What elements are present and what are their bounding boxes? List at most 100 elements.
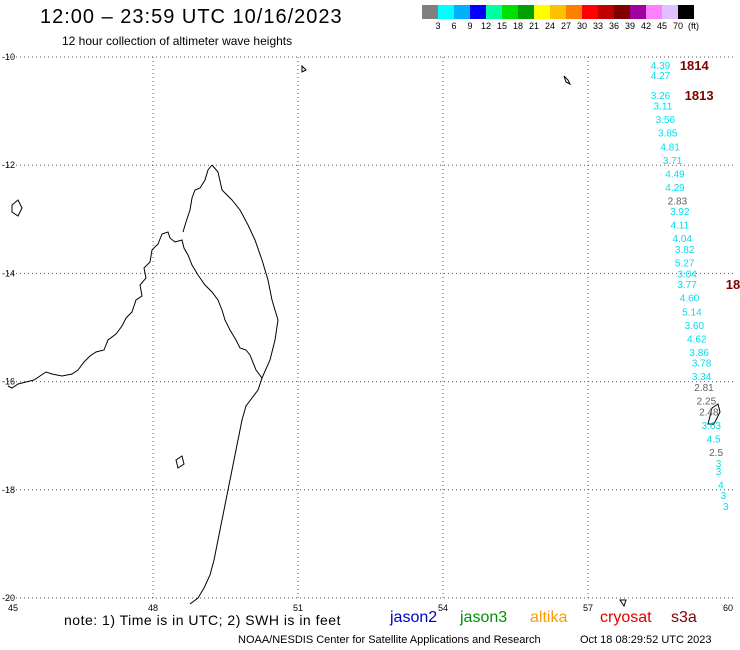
longitude-tick-label: 45 bbox=[8, 603, 18, 613]
wave-height-label: 4.39 bbox=[651, 61, 671, 72]
wave-height-label: 4.04 bbox=[673, 234, 693, 245]
longitude-tick-label: 48 bbox=[148, 603, 158, 613]
color-legend-label: 42 bbox=[640, 21, 651, 31]
wave-height-label: 3.11 bbox=[654, 102, 673, 113]
wave-height-label: 3.63 bbox=[702, 421, 722, 432]
satellite-legend-item: cryosat bbox=[600, 609, 652, 626]
wave-height-label: 3.71 bbox=[663, 156, 683, 167]
color-legend-label: 70 bbox=[672, 21, 683, 31]
color-legend-label: 21 bbox=[528, 21, 539, 31]
latitude-tick-label: -12 bbox=[2, 160, 15, 170]
wave-height-label: 3.34 bbox=[692, 372, 712, 383]
longitude-tick-label: 51 bbox=[293, 603, 303, 613]
small-island-5 bbox=[619, 599, 627, 608]
wave-height-label: 4.29 bbox=[665, 183, 685, 194]
graticule bbox=[8, 56, 733, 599]
wave-height-label: 3 bbox=[716, 467, 722, 478]
color-swatch bbox=[502, 5, 518, 19]
wave-height-label: 2.48 bbox=[699, 407, 719, 418]
satellite-legend-item: s3a bbox=[671, 609, 697, 626]
color-swatch bbox=[662, 5, 678, 19]
wave-height-label: 3.56 bbox=[656, 115, 676, 126]
color-legend-label: 45 bbox=[656, 21, 667, 31]
color-legend-label: 12 bbox=[480, 21, 491, 31]
color-swatch bbox=[598, 5, 614, 19]
latitude-tick-label: -16 bbox=[2, 377, 15, 387]
map-title: 12:00 – 23:59 UTC 10/16/2023 bbox=[40, 6, 343, 28]
wave-height-label: 2.5 bbox=[709, 448, 723, 459]
wave-height-label: 4.60 bbox=[680, 294, 700, 305]
color-legend bbox=[422, 5, 694, 19]
color-legend-unit: (ft) bbox=[688, 21, 699, 31]
wave-height-label: 3 bbox=[716, 459, 722, 470]
madagascar-east-coast bbox=[189, 377, 263, 605]
color-swatch bbox=[470, 5, 486, 19]
wave-height-label: 2.25 bbox=[697, 397, 717, 408]
color-legend-label: 15 bbox=[496, 21, 507, 31]
satellite-legend-item: altika bbox=[530, 609, 568, 626]
color-legend-label: 18 bbox=[512, 21, 523, 31]
wave-height-label: 3.26 bbox=[651, 91, 671, 102]
color-legend-label: 3 bbox=[435, 21, 441, 31]
color-legend-label: 6 bbox=[451, 21, 457, 31]
wave-height-label: 4.11 bbox=[670, 221, 689, 232]
longitude-tick-label: 57 bbox=[583, 603, 593, 613]
wave-height-label: 4.5 bbox=[707, 434, 721, 445]
color-swatch bbox=[550, 5, 566, 19]
color-swatch bbox=[646, 5, 662, 19]
wave-height-label: 2.81 bbox=[694, 383, 714, 394]
color-legend-label: 33 bbox=[592, 21, 603, 31]
madagascar-north-tip bbox=[182, 164, 213, 233]
wave-height-label: 4.62 bbox=[687, 334, 707, 345]
wave-height-label: 5.14 bbox=[682, 307, 702, 318]
wave-height-label: 3.04 bbox=[677, 269, 697, 280]
latitude-tick-label: -18 bbox=[2, 485, 15, 495]
pass-time-label: 18 bbox=[726, 277, 740, 292]
wave-height-label: 3.85 bbox=[658, 129, 678, 140]
wave-height-label: 2.83 bbox=[668, 196, 688, 207]
wave-height-label: 4.27 bbox=[651, 71, 671, 82]
mauritius-island bbox=[707, 403, 721, 425]
small-island bbox=[11, 199, 23, 217]
axis-tick-labels: 45 48 51 54 57 60 -10 -12 -14 -16 -18 -20 bbox=[2, 52, 733, 613]
wave-height-label: 4.81 bbox=[660, 142, 680, 153]
color-legend-label: 30 bbox=[576, 21, 587, 31]
small-island-2 bbox=[175, 455, 185, 469]
color-swatch bbox=[566, 5, 582, 19]
latitude-tick-label: -10 bbox=[2, 52, 15, 62]
color-swatch bbox=[630, 5, 646, 19]
color-legend-label: 9 bbox=[467, 21, 473, 31]
color-legend-label: 36 bbox=[608, 21, 619, 31]
latitude-tick-label: -14 bbox=[2, 268, 15, 278]
small-island-4 bbox=[301, 64, 307, 73]
footer-agency: NOAA/NESDIS Center for Satellite Applica… bbox=[238, 634, 541, 646]
longitude-tick-label: 54 bbox=[438, 603, 448, 613]
pass-time-label: 1814 bbox=[680, 58, 710, 73]
color-swatch bbox=[422, 5, 438, 19]
latitude-tick-label: -20 bbox=[2, 593, 15, 603]
wave-height-label: 4 bbox=[718, 480, 724, 491]
color-legend-label: 39 bbox=[624, 21, 635, 31]
units-note: note: 1) Time is in UTC; 2) SWH is in fe… bbox=[64, 612, 341, 628]
color-swatch bbox=[582, 5, 598, 19]
color-swatch bbox=[614, 5, 630, 19]
satellite-legend-item: jason3 bbox=[460, 609, 508, 626]
color-swatch bbox=[438, 5, 454, 19]
wave-height-label: 3 bbox=[721, 491, 727, 502]
madagascar-coastline bbox=[7, 164, 279, 389]
wave-height-label: 3.60 bbox=[685, 321, 705, 332]
wave-height-label: 3 bbox=[723, 502, 729, 513]
pass-time-label: 1813 bbox=[685, 88, 714, 103]
wave-height-label: 3.86 bbox=[689, 348, 709, 359]
color-swatch bbox=[454, 5, 470, 19]
wave-height-label: 3.92 bbox=[670, 207, 690, 218]
coastline bbox=[7, 64, 721, 608]
longitude-tick-label: 60 bbox=[723, 603, 733, 613]
color-legend-label: 24 bbox=[544, 21, 555, 31]
small-island-3 bbox=[563, 75, 572, 86]
wave-height-label: 3.77 bbox=[677, 280, 697, 291]
color-swatch bbox=[534, 5, 550, 19]
color-swatch bbox=[678, 5, 694, 19]
satellite-track: 4.394.27 3.263.11 3.56 3.85 4.81 3.71 4.49 4.29… bbox=[651, 58, 740, 513]
